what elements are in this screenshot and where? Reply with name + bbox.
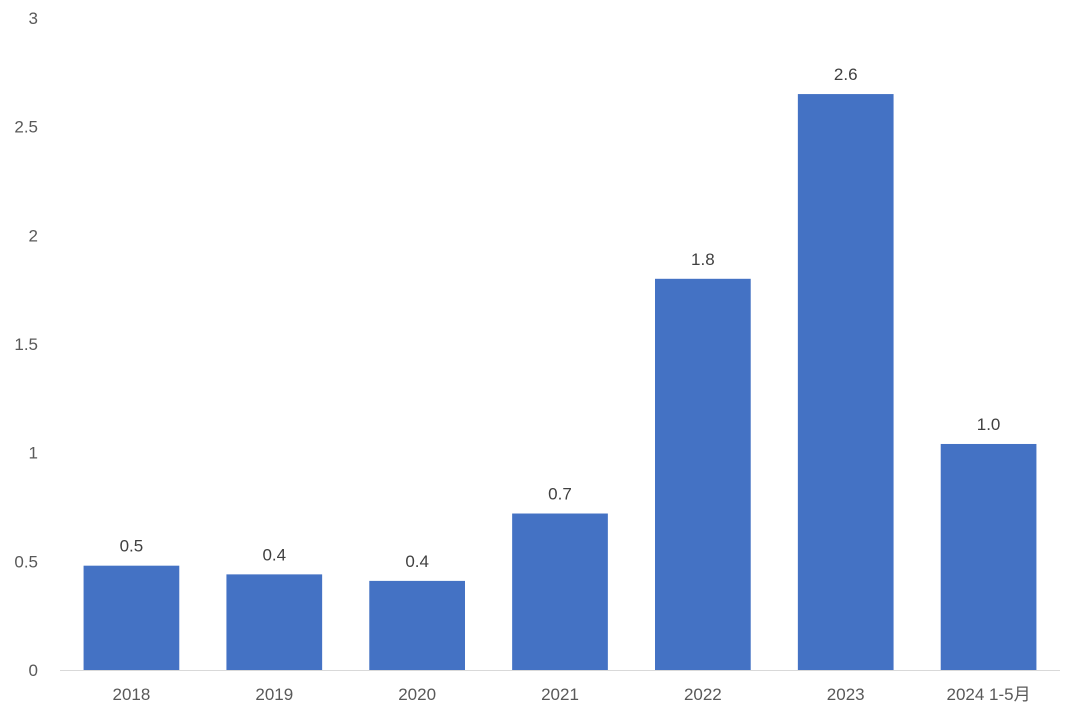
bar-value-label: 1.8 [691,250,715,269]
y-axis-ticks: 0 0.5 1 1.5 2 2.5 3 [14,9,38,680]
bars [83,94,1037,671]
x-tick-label: 2020 [398,685,436,704]
bar [655,278,751,670]
bar-value-label: 2.6 [834,65,858,84]
x-axis-ticks: 2018 2019 2020 2021 2022 2023 2024 1-5月 [113,685,1031,704]
bar [83,565,180,670]
x-tick-label: 2019 [255,685,293,704]
y-tick-label: 2.5 [14,118,38,137]
y-tick-label: 1 [29,444,38,463]
bar-value-label: 0.4 [405,552,429,571]
y-tick-label: 0 [29,661,38,680]
bar-value-label: 0.4 [262,545,286,564]
bar [797,94,894,671]
bar-value-label: 0.5 [120,537,144,556]
bar-value-label: 0.7 [548,485,572,504]
x-tick-label: 2018 [113,685,151,704]
x-tick-label: 2021 [541,685,579,704]
bar [226,574,323,670]
x-tick-label: 2023 [827,685,865,704]
y-tick-label: 0.5 [14,552,38,571]
y-tick-label: 2 [29,226,38,245]
y-tick-label: 3 [29,9,38,28]
data-labels: 0.5 0.4 0.4 0.7 1.8 2.6 1.0 [120,65,1001,571]
y-tick-label: 1.5 [14,335,38,354]
bar [369,580,465,670]
x-tick-label: 2024 1-5月 [947,685,1031,704]
x-tick-label: 2022 [684,685,722,704]
bar-value-label: 1.0 [977,415,1001,434]
bar [940,443,1037,670]
bar [512,513,608,670]
